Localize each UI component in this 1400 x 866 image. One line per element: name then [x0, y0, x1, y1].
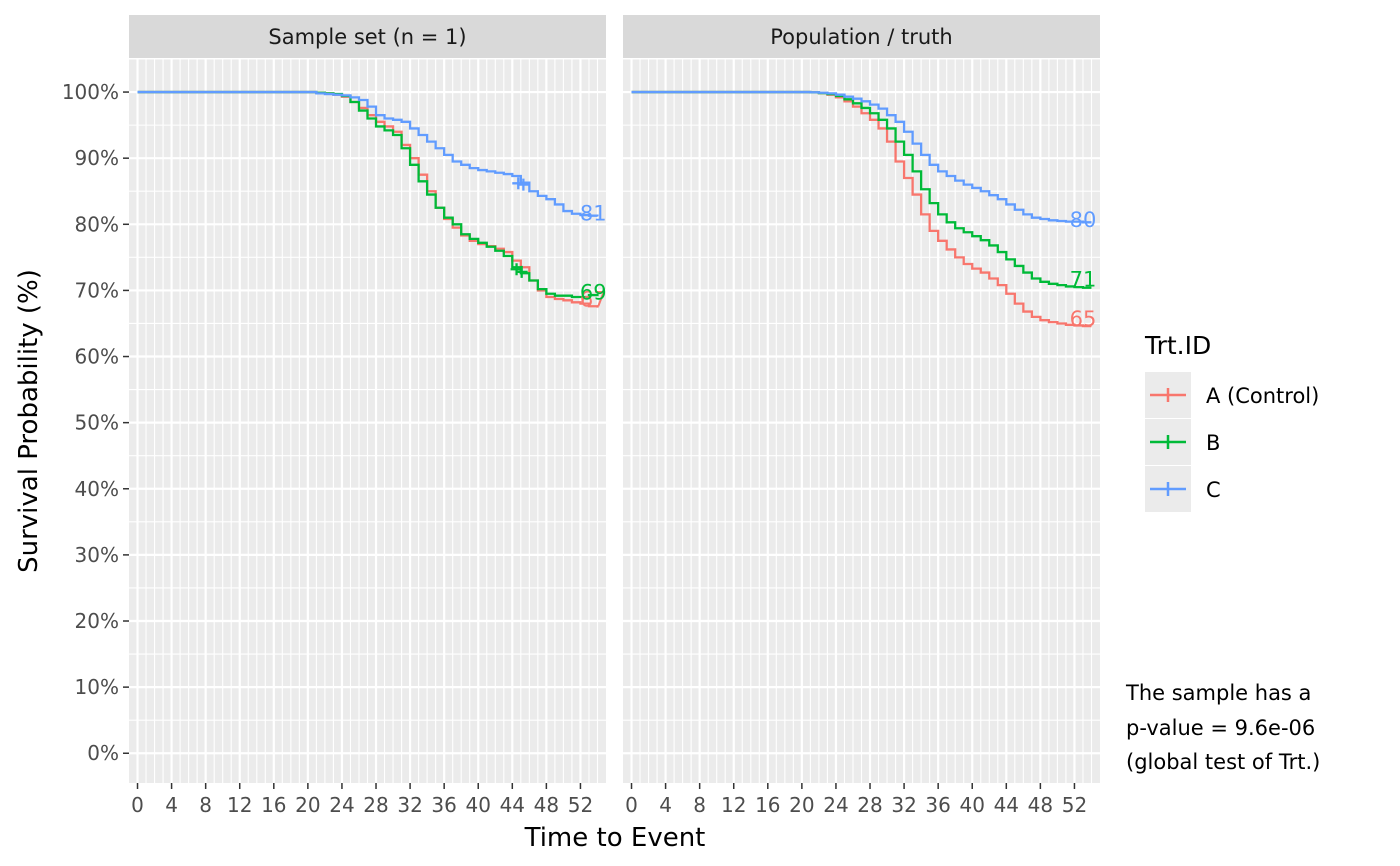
x-tick-label: 0	[131, 793, 144, 817]
legend: Trt.ID A (Control) BC	[1144, 331, 1319, 512]
y-tick-label: 60%	[75, 345, 119, 369]
gridlines	[623, 58, 1100, 783]
x-tick-label: 8	[693, 793, 706, 817]
y-tick-label: 100%	[62, 80, 119, 104]
x-tick-label: 48	[1028, 793, 1053, 817]
x-tick-label: 24	[329, 793, 354, 817]
gridlines	[129, 58, 606, 783]
end-label: 80	[1070, 208, 1097, 232]
y-tick-label: 30%	[75, 543, 119, 567]
x-tick-label: 32	[397, 793, 422, 817]
legend-label: C	[1206, 478, 1221, 502]
series-line-c	[631, 90, 1092, 224]
x-tick-label: 12	[721, 793, 746, 817]
x-tick-label: 44	[500, 793, 525, 817]
y-tick-label: 40%	[75, 477, 119, 501]
legend-key-swatch	[1150, 482, 1186, 496]
x-tick-label: 16	[755, 793, 780, 817]
series-line-c	[137, 90, 599, 217]
x-axis-title: Time to Event	[524, 823, 706, 853]
legend-item: B	[1145, 419, 1220, 465]
series-line-b	[137, 90, 599, 299]
note-line-1: The sample has a	[1125, 681, 1311, 705]
y-tick-label: 50%	[75, 411, 119, 435]
x-tick-label: 52	[1062, 793, 1087, 817]
legend-label: B	[1206, 431, 1220, 455]
panel-strip-label: Population / truth	[770, 25, 952, 49]
censor-mark	[517, 178, 530, 191]
x-tick-label: 24	[823, 793, 848, 817]
x-tick-label: 4	[659, 793, 672, 817]
x-tick-label: 28	[857, 793, 882, 817]
end-label: 65	[1070, 307, 1097, 331]
y-tick-label: 10%	[75, 675, 119, 699]
y-tick-label: 90%	[75, 146, 119, 170]
x-tick-label: 44	[994, 793, 1019, 817]
y-axis: 0% 10% 20% 30% 40% 50% 60% 70% 80% 90% 100%	[62, 80, 129, 765]
legend-key-swatch	[1150, 388, 1186, 402]
y-tick-label: 70%	[75, 278, 119, 302]
end-label: 69	[580, 281, 607, 305]
x-tick-label: 8	[199, 793, 212, 817]
series-line-b	[631, 90, 1092, 289]
x-tick-label: 40	[466, 793, 491, 817]
p-value-note: The sample has a p-value = 9.6e-06 (glob…	[1125, 681, 1320, 774]
legend-key-swatch	[1150, 435, 1186, 449]
legend-label: A (Control)	[1206, 384, 1319, 408]
note-line-2: p-value = 9.6e-06	[1126, 716, 1315, 740]
y-tick-label: 80%	[75, 212, 119, 236]
legend-title: Trt.ID	[1144, 331, 1211, 360]
x-tick-label: 40	[960, 793, 985, 817]
x-tick-label: 52	[568, 793, 593, 817]
x-tick-label: 36	[925, 793, 950, 817]
censor-mark	[515, 265, 528, 278]
x-tick-label: 20	[789, 793, 814, 817]
x-tick-label: 20	[295, 793, 320, 817]
x-tick-label: 12	[227, 793, 252, 817]
x-tick-label: 16	[261, 793, 286, 817]
x-axis-ticks: 0 4 8 12 16 20 24 28 32 36 40 44 48 52	[625, 783, 1087, 817]
panel-strip	[129, 15, 606, 58]
x-tick-label: 28	[363, 793, 388, 817]
legend-item: A (Control)	[1145, 372, 1319, 418]
note-line-3: (global test of Trt.)	[1126, 750, 1320, 774]
panel-strip	[623, 15, 1100, 58]
y-tick-label: 0%	[87, 741, 119, 765]
legend-item: C	[1145, 466, 1221, 512]
x-tick-label: 48	[534, 793, 559, 817]
x-tick-label: 36	[431, 793, 456, 817]
panel-strip-label: Sample set (n = 1)	[268, 25, 466, 49]
y-tick-label: 20%	[75, 609, 119, 633]
series-line-a	[631, 90, 1092, 328]
end-label: 67	[580, 287, 607, 311]
legend-items: A (Control) BC	[1145, 372, 1319, 512]
x-axis-ticks: 0 4 8 12 16 20 24 28 32 36 40 44 48 52	[131, 783, 593, 817]
end-label: 71	[1070, 267, 1097, 291]
y-axis-title: Survival Probability (%)	[14, 269, 44, 573]
x-tick-label: 4	[165, 793, 178, 817]
end-label: 81	[580, 201, 607, 225]
x-tick-label: 0	[625, 793, 638, 817]
x-tick-label: 32	[891, 793, 916, 817]
